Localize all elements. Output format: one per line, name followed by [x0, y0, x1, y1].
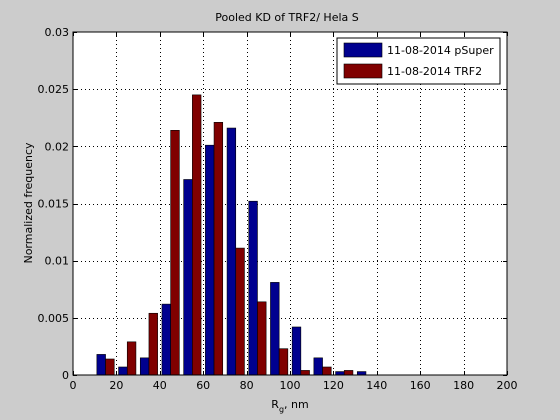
bar-trf2 — [278, 348, 289, 376]
legend-label-trf2: 11-08-2014 TRF2 — [387, 65, 482, 78]
chart-title: Pooled KD of TRF2/ Hela S — [215, 11, 359, 24]
legend: 11-08-2014 pSuper 11-08-2014 TRF2 — [336, 37, 501, 85]
legend-label-psuper: 11-08-2014 pSuper — [387, 44, 494, 57]
bar-trf2 — [257, 301, 267, 376]
legend-swatch-trf2 — [343, 63, 383, 79]
bar-psuper — [356, 371, 367, 376]
y-axis-label: Normalized frequency — [22, 142, 35, 264]
bar-psuper — [205, 144, 215, 376]
bar-psuper — [161, 303, 171, 376]
bar-trf2 — [192, 94, 202, 376]
bar-trf2 — [105, 358, 115, 376]
x-axis-label-subscript: g — [279, 405, 284, 414]
bar-psuper — [118, 366, 128, 376]
legend-swatch-psuper — [343, 42, 383, 58]
x-tick-label: 0 — [70, 379, 77, 392]
axis-ticks: 0 20 40 60 80 100 120 140 160 180 200 0 0.005 0.01 0.0… — [38, 26, 518, 392]
bar-psuper — [313, 357, 323, 376]
x-tick-label: 20 — [109, 379, 123, 392]
x-tick-label: 160 — [410, 379, 431, 392]
y-tick-label: 0 — [62, 369, 69, 382]
bar-trf2 — [213, 122, 224, 376]
x-tick-label: 80 — [240, 379, 254, 392]
bar-psuper — [335, 371, 345, 376]
x-axis-label-main: R — [271, 398, 279, 411]
grid-lines — [73, 32, 507, 375]
y-tick-label: 0.025 — [38, 83, 70, 96]
bar-psuper — [291, 326, 302, 376]
x-tick-label: 200 — [497, 379, 518, 392]
bar-trf2 — [343, 370, 354, 376]
x-tick-label: 140 — [366, 379, 387, 392]
bar-trf2 — [170, 130, 180, 376]
bar-psuper — [270, 282, 280, 376]
bar-psuper — [248, 200, 258, 376]
bar-psuper — [226, 127, 237, 376]
y-tick-label: 0.03 — [45, 26, 70, 39]
bar-trf2 — [148, 312, 158, 376]
x-tick-label: 180 — [453, 379, 474, 392]
bar-psuper — [139, 357, 150, 376]
x-tick-label: 100 — [280, 379, 301, 392]
bar-trf2 — [235, 247, 245, 376]
x-tick-label: 120 — [323, 379, 344, 392]
x-axis-label: Rg, nm — [271, 398, 308, 414]
y-tick-label: 0.005 — [38, 312, 70, 325]
bar-psuper — [183, 179, 193, 376]
x-tick-label: 40 — [153, 379, 167, 392]
bar-psuper — [96, 354, 106, 376]
bar-trf2 — [126, 341, 137, 376]
bar-trf2 — [300, 370, 310, 376]
bar-trf2 — [322, 366, 332, 376]
x-tick-label: 60 — [196, 379, 210, 392]
y-tick-label: 0.015 — [38, 198, 70, 211]
y-tick-label: 0.02 — [45, 140, 70, 153]
x-axis-label-suffix: , nm — [284, 398, 309, 411]
y-tick-label: 0.01 — [45, 255, 70, 268]
